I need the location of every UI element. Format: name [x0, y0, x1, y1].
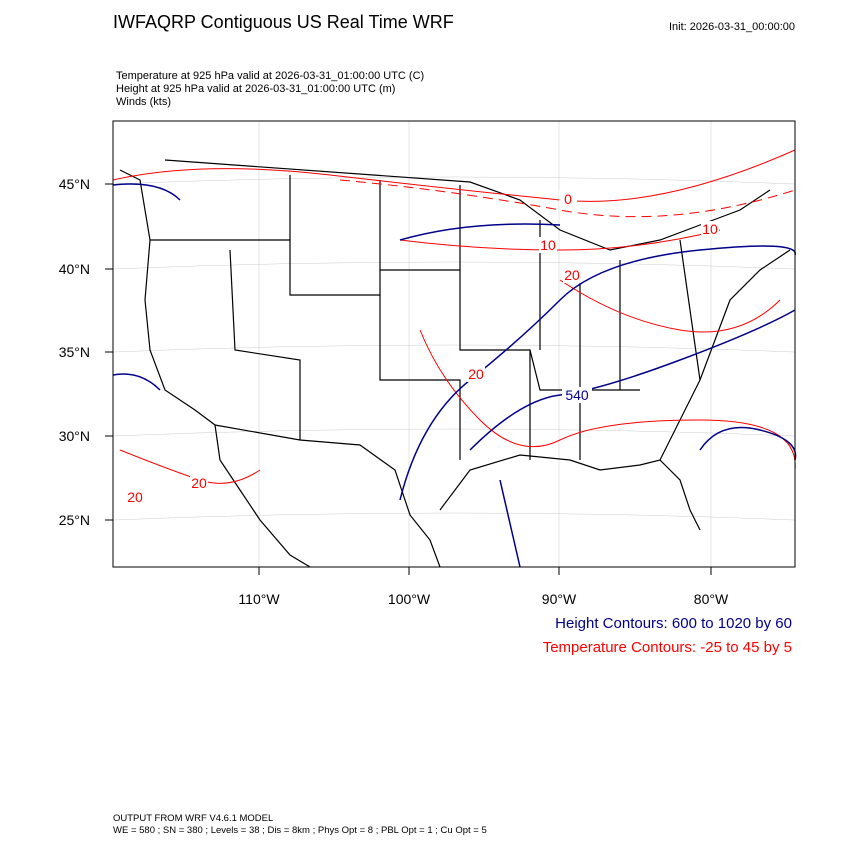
lat-label: 30°N	[59, 428, 90, 444]
contour-label-bg	[539, 237, 557, 253]
lon-label: 100°W	[388, 591, 431, 607]
contour-label: 20	[564, 267, 580, 283]
contour-label-bg	[562, 387, 592, 403]
height-contours	[112, 183, 797, 568]
footer-line: OUTPUT FROM WRF V4.6.1 MODEL	[113, 813, 273, 824]
boundaries	[119, 159, 791, 568]
map-frame	[112, 120, 796, 568]
lat-label: 45°N	[59, 176, 90, 192]
contour-label: 10	[702, 221, 718, 237]
contour-label-bg	[701, 221, 719, 237]
lon-label: 110°W	[238, 591, 280, 607]
map	[112, 120, 797, 568]
lat-label: 35°N	[59, 344, 90, 360]
contour-label-bg	[126, 489, 144, 505]
contour-label: 0	[564, 191, 572, 207]
contour-label: 20	[127, 489, 143, 505]
temperature-legend: Temperature Contours: -25 to 45 by 5	[543, 639, 792, 656]
lat-label: 25°N	[59, 512, 90, 528]
contour-label-bg	[563, 267, 581, 283]
field-line: Temperature at 925 hPa valid at 2026-03-…	[116, 70, 424, 82]
field-line: Height at 925 hPa valid at 2026-03-31_01…	[116, 83, 395, 95]
labels: 45°N 40°N 35°N 30°N 25°N 110°W 100°W 90°W 80°W 20…	[59, 176, 729, 607]
contour-label: 10	[540, 237, 556, 253]
map-background	[113, 121, 795, 567]
title: IWFAQRP Contiguous US Real Time WRF	[113, 12, 454, 32]
temperature-contours	[112, 149, 796, 484]
contour-label-bg	[190, 475, 208, 491]
init-time: Init: 2026-03-31_00:00:00	[669, 21, 795, 33]
contour-label: 20	[468, 366, 484, 382]
lat-label: 40°N	[59, 261, 90, 277]
contour-label: 20	[191, 475, 207, 491]
lon-label: 80°W	[694, 591, 729, 607]
lon-label: 90°W	[542, 591, 577, 607]
footer-line: WE = 580 ; SN = 380 ; Levels = 38 ; Dis …	[113, 825, 487, 836]
graticule	[112, 121, 796, 567]
contour-label-bg	[467, 366, 485, 382]
contour-label: 540	[565, 387, 589, 403]
height-legend: Height Contours: 600 to 1020 by 60	[555, 615, 792, 632]
field-line: Winds (kts)	[116, 96, 171, 108]
contour-label-bg	[559, 191, 577, 207]
